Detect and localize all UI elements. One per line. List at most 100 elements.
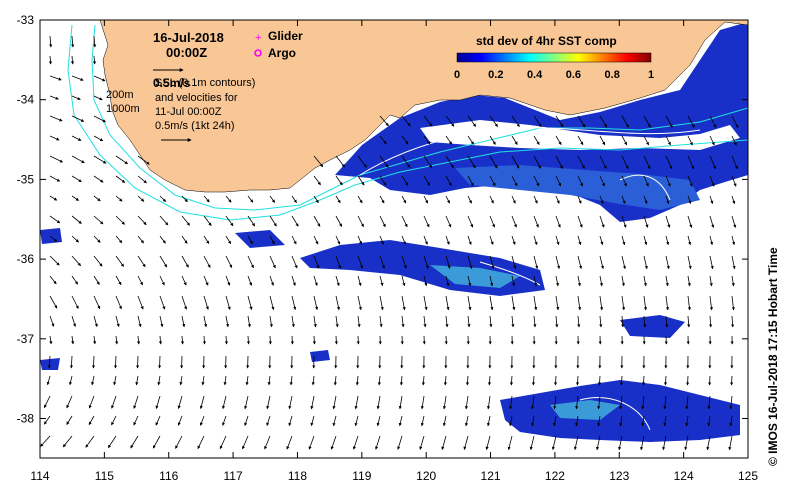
velocity-arrow (66, 415, 73, 425)
velocity-arrow (379, 115, 389, 127)
velocity-arrow (730, 375, 734, 386)
velocity-arrow (533, 275, 538, 287)
velocity-arrow (93, 75, 106, 82)
velocity-arrow (555, 135, 562, 146)
velocity-arrow (467, 135, 474, 145)
y-tick-label: -33 (17, 13, 35, 27)
velocity-arrow (599, 115, 608, 128)
velocity-arrow (203, 295, 209, 310)
velocity-arrow (71, 275, 79, 285)
velocity-arrow (312, 335, 316, 345)
velocity-arrow (555, 255, 561, 270)
velocity-arrow (486, 395, 491, 410)
velocity-arrow (619, 375, 624, 386)
velocity-arrow (335, 235, 341, 245)
velocity-arrow (485, 435, 491, 451)
velocity-arrow (71, 35, 75, 48)
velocity-arrow (158, 355, 162, 369)
velocity-arrow (159, 235, 166, 244)
velocity-arrow (379, 315, 383, 328)
velocity-arrow (93, 335, 97, 345)
velocity-arrow (401, 295, 406, 311)
velocity-arrow (420, 415, 425, 427)
velocity-arrow (445, 155, 454, 169)
velocity-arrow (286, 435, 293, 450)
velocity-arrow (443, 375, 448, 386)
velocity-arrow (111, 395, 117, 409)
velocity-arrow (708, 375, 712, 386)
velocity-arrow (115, 255, 124, 267)
velocity-arrow (93, 275, 100, 285)
velocity-arrow (335, 295, 340, 311)
velocity-arrow (85, 435, 95, 448)
colorbar-tick-label: 0.6 (566, 69, 581, 81)
velocity-arrow (511, 175, 518, 187)
velocity-arrow (48, 55, 53, 65)
velocity-arrow (467, 255, 473, 270)
land-mass (99, 20, 748, 193)
velocity-arrow (313, 195, 319, 204)
velocity-arrow (49, 255, 60, 266)
velocity-arrow (731, 295, 735, 311)
velocity-arrow (665, 155, 673, 170)
velocity-arrow (247, 195, 254, 203)
velocity-arrow (486, 415, 491, 427)
velocity-arrow (219, 435, 227, 450)
velocity-arrow (445, 135, 453, 145)
velocity-arrow (597, 415, 601, 427)
velocity-arrow (43, 415, 51, 425)
velocity-arrow (709, 155, 716, 170)
velocity-arrow (175, 435, 183, 449)
velocity-arrow (533, 215, 539, 228)
velocity-arrow (352, 435, 359, 450)
velocity-arrow (93, 235, 101, 243)
velocity-arrow (247, 315, 251, 328)
velocity-arrow (71, 315, 77, 328)
velocity-arrow (107, 435, 117, 449)
velocity-arrow (357, 195, 363, 204)
velocity-arrow (401, 255, 407, 269)
y-tick-label: -37 (17, 332, 35, 346)
velocity-arrow (401, 115, 411, 127)
velocity-arrow (115, 235, 123, 244)
velocity-arrow (379, 255, 385, 269)
velocity-arrow (643, 195, 648, 204)
velocity-arrow (509, 395, 513, 410)
velocity-arrow (551, 435, 557, 451)
velocity-arrow (201, 375, 205, 386)
velocity-arrow (181, 255, 189, 268)
glider-marker-icon: + (255, 32, 261, 44)
velocity-arrow (665, 135, 671, 146)
velocity-arrow (288, 415, 293, 427)
velocity-arrow (423, 235, 428, 245)
velocity-arrow (577, 295, 582, 311)
velocity-arrow (555, 115, 564, 128)
velocity-arrow (115, 195, 123, 202)
velocity-arrow (179, 375, 183, 386)
velocity-arrow (332, 415, 337, 427)
velocity-arrow (577, 255, 583, 270)
velocity-arrow (155, 395, 161, 410)
velocity-arrow (731, 155, 738, 170)
velocity-arrow (335, 175, 343, 186)
velocity-arrow (221, 395, 227, 410)
x-tick-label: 117 (224, 469, 243, 483)
velocity-arrow (49, 215, 61, 224)
velocity-arrow (335, 195, 341, 204)
velocity-arrow (489, 135, 496, 145)
velocity-arrow (49, 275, 57, 285)
velocity-arrow (533, 315, 537, 328)
velocity-arrow (445, 315, 449, 328)
velocity-arrow (445, 215, 452, 228)
velocity-arrow (553, 395, 557, 410)
velocity-arrow (181, 195, 188, 203)
velocity-arrow (47, 355, 51, 369)
velocity-arrow (423, 135, 431, 145)
velocity-arrow (357, 175, 365, 186)
velocity-arrow (71, 215, 82, 224)
x-axis: 114 115 116 117 118 119 120 121 122 123 124 125 (30, 20, 758, 483)
velocity-arrow (709, 175, 715, 187)
velocity-arrow (511, 255, 517, 270)
velocity-arrow (423, 275, 428, 287)
velocity-arrow (354, 415, 359, 427)
